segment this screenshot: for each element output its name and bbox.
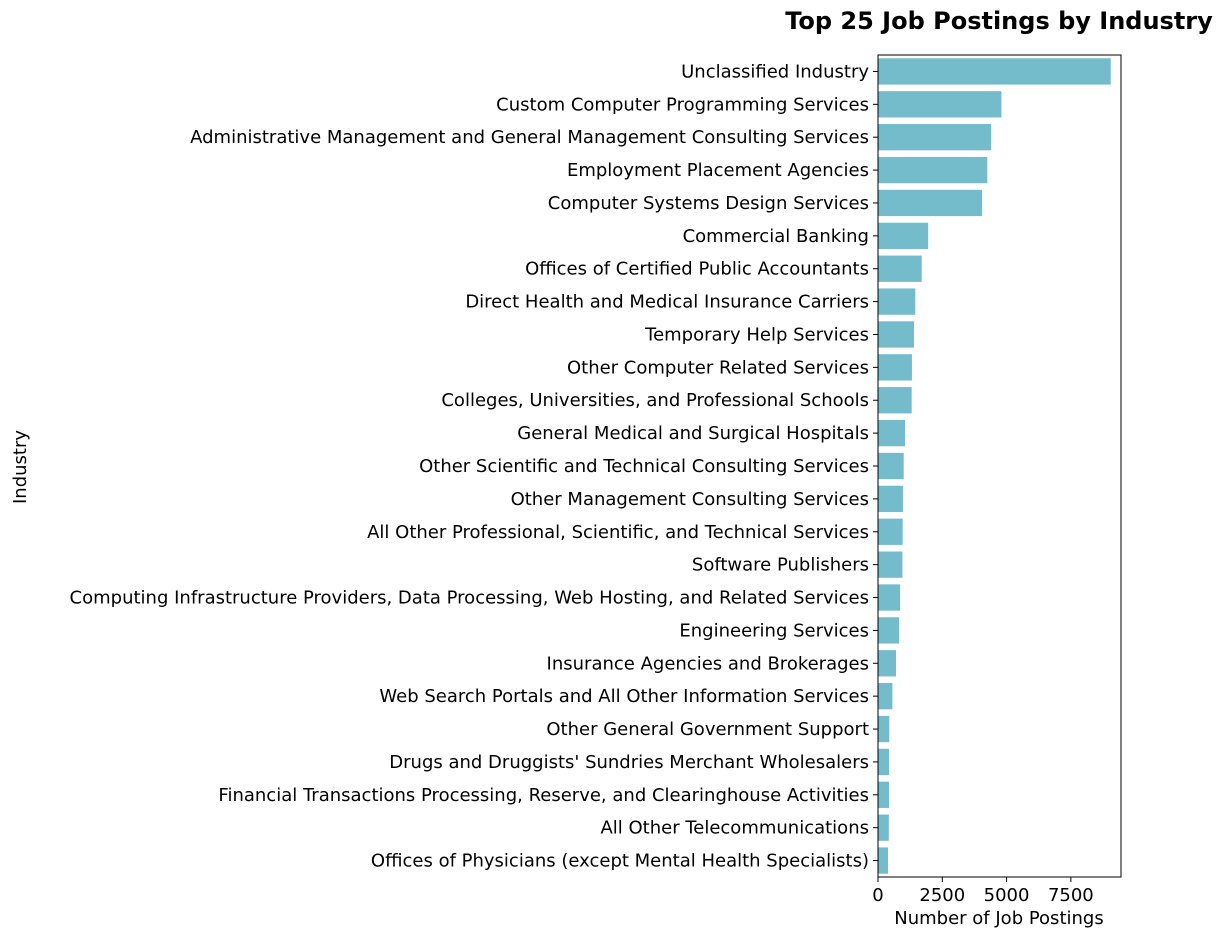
category-label: Software Publishers [692, 555, 869, 576]
category-label: All Other Telecommunications [600, 818, 869, 839]
bar [878, 485, 903, 513]
category-label: All Other Professional, Scientific, and … [367, 522, 869, 543]
bar [878, 814, 889, 841]
category-label: Direct Health and Medical Insurance Carr… [465, 292, 869, 313]
bar [878, 683, 893, 710]
category-label: Employment Placement Agencies [567, 160, 869, 181]
bar [878, 748, 890, 776]
category-label: Insurance Agencies and Brokerages [547, 653, 869, 674]
category-label: Unclassified Industry [681, 61, 869, 82]
category-label: Colleges, Universities, and Professional… [441, 390, 869, 411]
bar [878, 255, 922, 282]
bar [878, 124, 992, 151]
bar [878, 518, 903, 545]
category-label: Other General Government Support [546, 719, 869, 740]
plot-frame [877, 54, 1122, 878]
bar [878, 321, 914, 348]
x-tick-label: 0 [872, 885, 883, 906]
x-axis-label: Number of Job Postings [894, 908, 1103, 929]
x-ticks: 0 2500 5000 7500 [872, 877, 1094, 906]
bar [878, 617, 900, 644]
category-label: Web Search Portals and All Other Informa… [379, 686, 869, 707]
category-label: Offices of Certified Public Accountants [525, 259, 869, 280]
category-label: Other Management Consulting Services [511, 489, 869, 510]
bar [878, 156, 988, 184]
x-tick-label: 7500 [1048, 885, 1094, 906]
bar [878, 715, 890, 743]
category-label: Other Computer Related Services [567, 357, 869, 378]
bar [878, 189, 983, 217]
bar [878, 419, 905, 447]
bar [878, 781, 890, 808]
category-label: Computer Systems Design Services [548, 193, 869, 214]
category-label: Temporary Help Services [644, 324, 869, 345]
category-label: Commercial Banking [683, 226, 869, 247]
bar [878, 222, 929, 249]
category-label: Computing Infrastructure Providers, Data… [70, 588, 869, 609]
category-label: Other Scientific and Technical Consultin… [419, 456, 869, 477]
category-label: Drugs and Druggists' Sundries Merchant W… [389, 752, 869, 773]
bar [878, 91, 1002, 118]
x-tick-label: 2500 [919, 885, 965, 906]
bar [878, 452, 904, 480]
category-label: General Medical and Surgical Hospitals [517, 423, 869, 444]
chart-title: Top 25 Job Postings by Industry [785, 7, 1213, 35]
x-tick-label: 5000 [984, 885, 1030, 906]
bar [878, 551, 903, 578]
bar [878, 354, 912, 381]
category-label: Engineering Services [679, 620, 869, 641]
bar [878, 288, 916, 315]
category-labels: Unclassified Industry Custom Computer Pro… [70, 61, 878, 872]
category-label: Financial Transactions Processing, Reser… [218, 785, 869, 806]
bar [878, 387, 912, 414]
category-label: Offices of Physicians (except Mental Hea… [371, 851, 869, 872]
bar [878, 847, 889, 874]
bar [878, 650, 896, 677]
category-label: Custom Computer Programming Services [496, 94, 869, 115]
y-axis-label: Industry [10, 430, 31, 504]
bar [878, 584, 901, 611]
bar [878, 58, 1111, 85]
bars-group [878, 58, 1111, 874]
category-label: Administrative Management and General Ma… [190, 127, 869, 148]
